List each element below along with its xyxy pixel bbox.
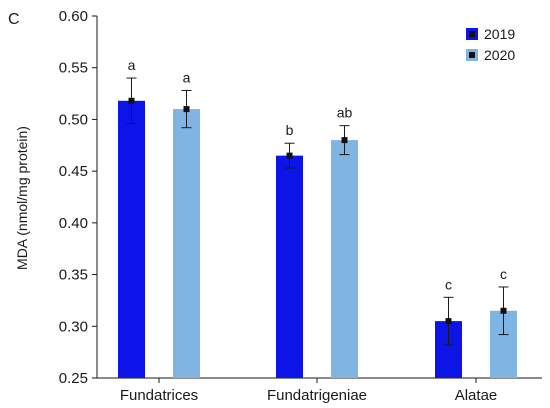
significance-label: b xyxy=(286,122,294,138)
y-tick-label: 0.50 xyxy=(59,111,88,128)
y-tick-label: 0.60 xyxy=(59,8,88,25)
mean-marker xyxy=(500,307,507,314)
x-category-label: Fundatrigeniae xyxy=(267,387,367,404)
mean-marker xyxy=(445,318,452,325)
significance-label: c xyxy=(445,276,452,292)
mean-marker xyxy=(286,152,293,159)
x-category-label: Fundatrices xyxy=(120,387,198,404)
significance-label: a xyxy=(128,57,136,73)
panel-label: C xyxy=(8,11,20,28)
bar-2020 xyxy=(331,140,358,378)
y-tick-label: 0.40 xyxy=(59,215,88,232)
bar-2019 xyxy=(276,155,303,378)
mean-marker xyxy=(183,106,190,113)
significance-label: ab xyxy=(337,105,353,121)
y-tick-label: 0.45 xyxy=(59,163,88,180)
plot-area: 0.25 0.30 0.35 0.40 0.45 0.50 0.55 0.60 Fundatri… xyxy=(59,8,542,404)
legend: 2019 2020 xyxy=(466,26,515,63)
significance-label: a xyxy=(183,69,191,85)
y-tick-label: 0.30 xyxy=(59,318,88,335)
y-tick-label: 0.35 xyxy=(59,267,88,284)
y-tick-label: 0.55 xyxy=(59,60,88,77)
legend-marker xyxy=(469,52,475,58)
bar-2020 xyxy=(173,109,200,378)
y-tick-label: 0.25 xyxy=(59,370,88,387)
y-axis-title: MDA (nmol/mg protein) xyxy=(14,126,30,270)
x-category-label: Alatae xyxy=(455,387,498,404)
legend-label: 2019 xyxy=(484,26,515,42)
legend-marker xyxy=(469,31,475,37)
mean-marker xyxy=(128,97,135,104)
bar-2019 xyxy=(118,100,145,378)
significance-label: c xyxy=(500,266,507,282)
legend-label: 2020 xyxy=(484,47,515,63)
mean-marker xyxy=(341,137,348,144)
